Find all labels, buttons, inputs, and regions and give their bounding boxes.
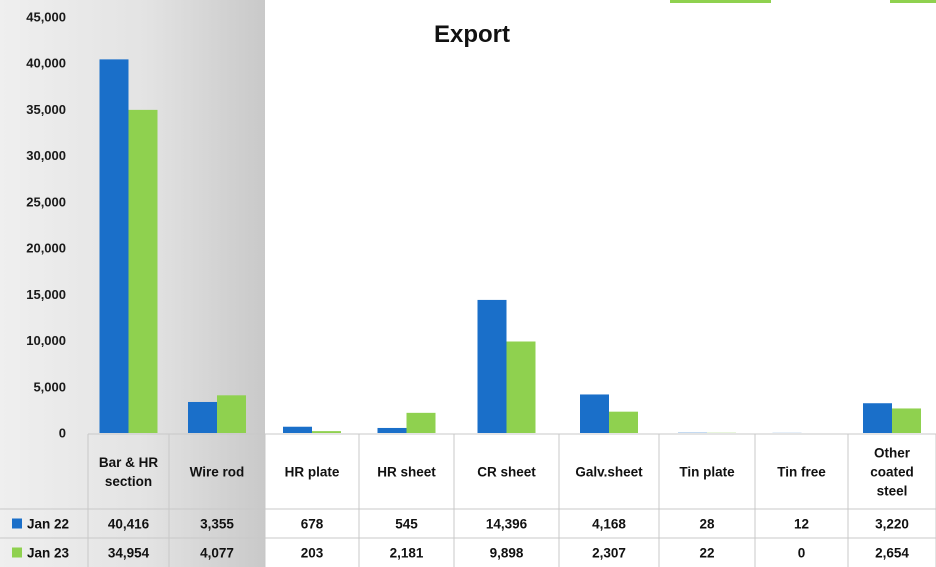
category-label: HR plate — [285, 465, 340, 480]
legend-key-label: Jan 22 — [27, 517, 69, 532]
table-cell-value: 4,077 — [200, 546, 234, 561]
category-label: Other coated steel — [870, 446, 914, 499]
chart-title: Export — [434, 21, 510, 48]
data-table: Bar & HR section Wire rod HR plate HR sheet C… — [0, 433, 936, 567]
table-cell-value: 4,168 — [592, 517, 626, 532]
table-cell-value: 14,396 — [486, 517, 528, 532]
bar-jan-23 — [128, 109, 158, 433]
bar-jan-23 — [217, 395, 246, 433]
y-tick-label: 20,000 — [26, 241, 66, 256]
table-cell-value: 2,654 — [875, 546, 909, 561]
y-tick-label: 45,000 — [26, 10, 66, 25]
bar-jan-22 — [99, 59, 129, 434]
table-cell-value: 2,181 — [390, 546, 424, 561]
category-label: CR sheet — [477, 465, 536, 480]
legend-key-swatch — [12, 547, 22, 558]
y-tick-label: 25,000 — [26, 194, 66, 209]
bar-jan-23 — [312, 431, 341, 433]
bar-jan-23 — [506, 341, 536, 433]
table-cell-value: 34,954 — [108, 546, 150, 561]
table-cell-value: 9,898 — [490, 546, 524, 561]
bar-jan-22 — [863, 403, 892, 433]
y-tick-label: 15,000 — [26, 287, 66, 302]
decor-strip — [890, 0, 936, 3]
category-label: Bar & HR section — [99, 455, 159, 489]
table-cell-value: 545 — [395, 517, 418, 532]
y-tick-label: 5,000 — [33, 379, 66, 394]
bar-jan-22 — [188, 401, 217, 433]
bar-jan-22 — [477, 299, 507, 433]
table-cell-value: 12 — [794, 517, 809, 532]
table-cell-value: 3,220 — [875, 517, 909, 532]
bar-jan-23 — [892, 408, 921, 433]
y-tick-label: 35,000 — [26, 102, 66, 117]
bar-jan-23 — [406, 412, 436, 433]
y-tick-label: 30,000 — [26, 148, 66, 163]
table-cell-value: 203 — [301, 546, 324, 561]
decor-strip — [670, 0, 771, 3]
table-cell-value: 40,416 — [108, 517, 150, 532]
table-cell-value: 0 — [798, 546, 806, 561]
bar-jan-22 — [377, 427, 407, 433]
table-cell-value: 3,355 — [200, 517, 234, 532]
table-cell-value: 22 — [699, 546, 714, 561]
category-label: Tin free — [777, 465, 826, 480]
category-label: Wire rod — [190, 465, 245, 480]
legend-key-label: Jan 23 — [27, 546, 70, 561]
table-cell-value: 28 — [699, 517, 715, 532]
y-axis: 0 5,000 10,000 15,000 20,000 25,000 30,000 35,0… — [26, 10, 66, 441]
bar-jan-22 — [283, 426, 312, 433]
bar-jan-23 — [609, 411, 638, 433]
bar-jan-22 — [580, 394, 609, 433]
category-label: Tin plate — [679, 465, 735, 480]
y-tick-label: 0 — [59, 426, 66, 441]
legend-key-swatch — [12, 518, 22, 529]
category-label: HR sheet — [377, 465, 436, 480]
bars — [99, 59, 921, 434]
y-tick-label: 40,000 — [26, 56, 66, 71]
table-cell-value: 2,307 — [592, 546, 626, 561]
table-cell-value: 678 — [301, 517, 324, 532]
y-tick-label: 10,000 — [26, 333, 66, 348]
category-label: Galv.sheet — [575, 465, 643, 480]
